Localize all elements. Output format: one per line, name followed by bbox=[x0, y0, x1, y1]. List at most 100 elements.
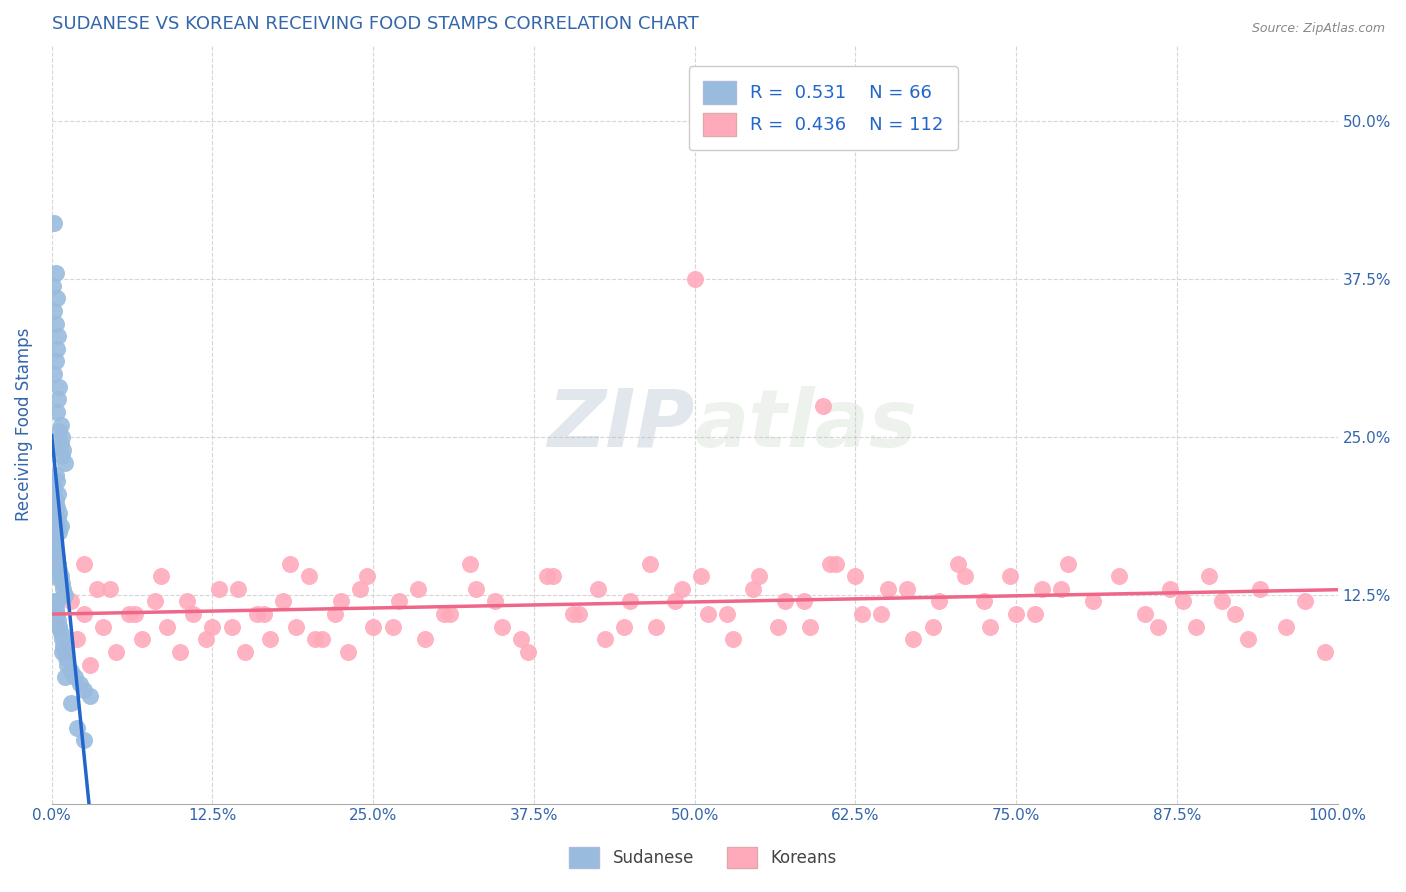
Legend: R =  0.531    N = 66, R =  0.436    N = 112: R = 0.531 N = 66, R = 0.436 N = 112 bbox=[689, 66, 957, 151]
Point bbox=[1159, 582, 1181, 596]
Point bbox=[45, 354, 67, 368]
Point bbox=[60, 696, 83, 710]
Point bbox=[953, 569, 976, 583]
Point bbox=[44, 304, 66, 318]
Point bbox=[46, 329, 69, 343]
Point bbox=[45, 493, 67, 508]
Point bbox=[53, 645, 76, 659]
Point bbox=[381, 620, 404, 634]
Point bbox=[45, 405, 67, 419]
Point bbox=[49, 518, 72, 533]
Point bbox=[484, 594, 506, 608]
Point bbox=[45, 468, 67, 483]
Point bbox=[246, 607, 269, 621]
Point bbox=[336, 645, 359, 659]
Point bbox=[46, 620, 69, 634]
Point bbox=[896, 582, 918, 596]
Point bbox=[45, 500, 67, 514]
Point bbox=[716, 607, 738, 621]
Point bbox=[271, 594, 294, 608]
Point bbox=[42, 532, 65, 546]
Point bbox=[73, 557, 96, 571]
Point bbox=[921, 620, 943, 634]
Point bbox=[1005, 607, 1028, 621]
Point bbox=[1250, 582, 1272, 596]
Text: atlas: atlas bbox=[695, 385, 918, 464]
Point bbox=[124, 607, 146, 621]
Point bbox=[870, 607, 893, 621]
Point bbox=[1236, 632, 1258, 647]
Text: Source: ZipAtlas.com: Source: ZipAtlas.com bbox=[1251, 22, 1385, 36]
Point bbox=[48, 563, 70, 577]
Point bbox=[169, 645, 191, 659]
Point bbox=[491, 620, 513, 634]
Point bbox=[510, 632, 533, 647]
Point bbox=[44, 538, 66, 552]
Point bbox=[45, 594, 67, 608]
Point bbox=[536, 569, 558, 583]
Point bbox=[66, 721, 89, 735]
Point bbox=[53, 456, 76, 470]
Point bbox=[278, 557, 301, 571]
Point bbox=[79, 657, 101, 672]
Point bbox=[541, 569, 564, 583]
Point bbox=[799, 620, 821, 634]
Point bbox=[619, 594, 641, 608]
Point bbox=[98, 582, 121, 596]
Point bbox=[44, 594, 66, 608]
Point bbox=[741, 582, 763, 596]
Point bbox=[51, 632, 73, 647]
Point bbox=[49, 417, 72, 432]
Point bbox=[1295, 594, 1317, 608]
Point bbox=[298, 569, 321, 583]
Point bbox=[1108, 569, 1130, 583]
Point bbox=[46, 392, 69, 407]
Point bbox=[1173, 594, 1195, 608]
Point bbox=[844, 569, 866, 583]
Point bbox=[1050, 582, 1073, 596]
Point bbox=[723, 632, 745, 647]
Point bbox=[439, 607, 461, 621]
Point bbox=[561, 607, 583, 621]
Point bbox=[73, 607, 96, 621]
Point bbox=[876, 582, 898, 596]
Point bbox=[45, 291, 67, 305]
Point bbox=[349, 582, 371, 596]
Point bbox=[45, 607, 67, 621]
Point bbox=[51, 645, 73, 659]
Point bbox=[48, 506, 70, 520]
Point bbox=[1083, 594, 1105, 608]
Y-axis label: Receiving Food Stamps: Receiving Food Stamps bbox=[15, 328, 32, 521]
Point bbox=[208, 582, 231, 596]
Point bbox=[201, 620, 224, 634]
Point bbox=[433, 607, 456, 621]
Point bbox=[696, 607, 718, 621]
Point bbox=[813, 399, 835, 413]
Point bbox=[73, 733, 96, 747]
Point bbox=[45, 266, 67, 280]
Point bbox=[413, 632, 436, 647]
Point bbox=[1133, 607, 1156, 621]
Point bbox=[45, 544, 67, 558]
Point bbox=[973, 594, 995, 608]
Point bbox=[516, 645, 538, 659]
Point bbox=[52, 639, 75, 653]
Point bbox=[48, 620, 70, 634]
Point bbox=[233, 645, 256, 659]
Point bbox=[825, 557, 848, 571]
Point bbox=[45, 317, 67, 331]
Point bbox=[928, 594, 950, 608]
Point bbox=[586, 582, 609, 596]
Point bbox=[176, 594, 198, 608]
Point bbox=[45, 544, 67, 558]
Point bbox=[105, 645, 128, 659]
Point bbox=[638, 557, 661, 571]
Text: SUDANESE VS KOREAN RECEIVING FOOD STAMPS CORRELATION CHART: SUDANESE VS KOREAN RECEIVING FOOD STAMPS… bbox=[52, 15, 699, 33]
Point bbox=[60, 664, 83, 678]
Point bbox=[51, 449, 73, 463]
Point bbox=[56, 657, 79, 672]
Point bbox=[49, 436, 72, 450]
Point bbox=[1024, 607, 1046, 621]
Point bbox=[63, 670, 86, 684]
Point bbox=[73, 682, 96, 697]
